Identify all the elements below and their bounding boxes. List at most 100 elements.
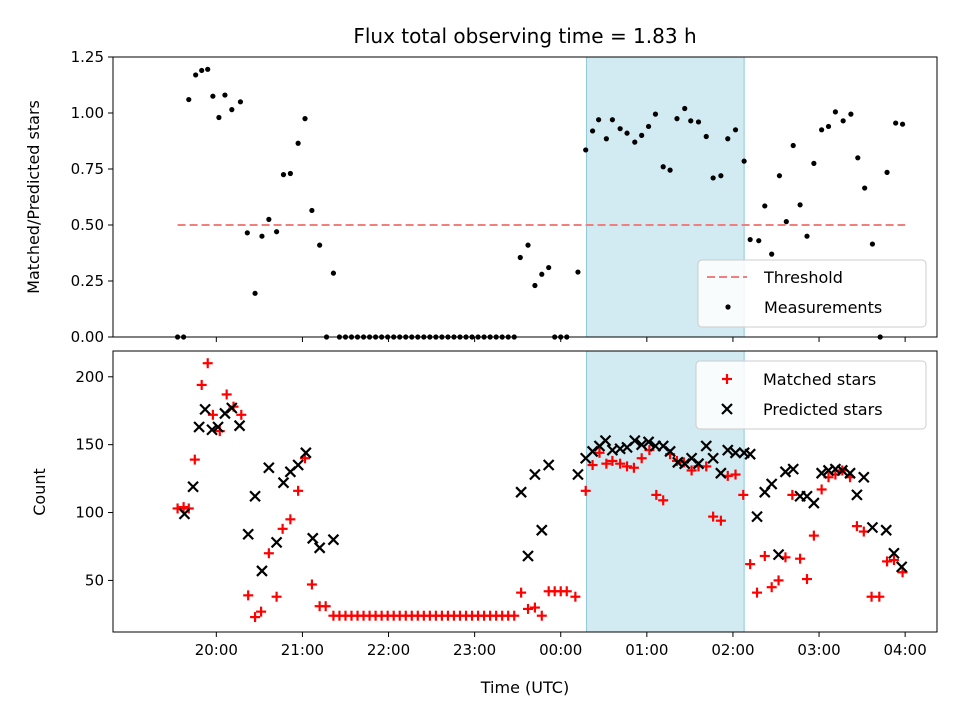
predicted-star-point — [888, 547, 900, 560]
matched-star-point — [745, 559, 756, 570]
predicted-star-mark-b — [515, 486, 527, 498]
x-tick-label: 02:00 — [711, 641, 754, 659]
predicted-star-point — [536, 524, 548, 536]
measurement-point — [229, 107, 235, 113]
predicted-star-mark-b — [522, 550, 534, 562]
x-tick-label: 22:00 — [367, 641, 410, 659]
y-tick-label: 100 — [75, 504, 104, 522]
predicted-star-point — [808, 497, 820, 509]
predicted-star-point — [836, 464, 849, 477]
predicted-star-mark-b — [292, 459, 304, 471]
predicted-star-point — [256, 565, 268, 577]
measurement-point — [682, 105, 688, 112]
bottom-y-axis-label: Count — [30, 468, 49, 516]
measurement-point — [259, 233, 265, 239]
predicted-star-mark-b — [542, 459, 555, 471]
matched-star-point — [172, 503, 183, 514]
predicted-star-point — [522, 550, 534, 562]
predicted-star-mark-b — [635, 438, 648, 451]
predicted-star-mark-b — [685, 452, 698, 465]
matched-star-point — [874, 591, 885, 602]
predicted-star-mark-b — [256, 565, 268, 577]
predicted-star-point — [249, 490, 261, 503]
legend-box — [695, 360, 927, 430]
predicted-star-mark-b — [815, 467, 828, 479]
predicted-star-point — [765, 478, 778, 490]
predicted-star-point — [306, 532, 319, 545]
x-tick-label: 04:00 — [884, 641, 927, 659]
matched-star-point — [250, 612, 261, 623]
predicted-star-point — [642, 436, 655, 448]
predicted-star-point — [880, 524, 892, 536]
legend-box — [697, 259, 927, 328]
measurement-point — [667, 167, 673, 173]
predicted-star-mark-b — [313, 542, 326, 554]
matched-star-point — [607, 455, 618, 466]
predicted-star-point — [529, 468, 541, 481]
x-tick-label: 00:00 — [539, 641, 582, 659]
predicted-star-mark-b — [226, 402, 238, 414]
matched-star-point — [202, 358, 213, 369]
predicted-star-mark-b — [614, 442, 626, 455]
matched-star-point — [888, 555, 899, 566]
matched-star-point — [570, 591, 581, 602]
measurement-point — [596, 117, 602, 123]
predicted-star-point — [292, 459, 304, 471]
count-panel: 20:00 21:00 22:00 23:00 00:00 01:00 02:00 03:00… — [75, 350, 938, 659]
predicted-star-point — [715, 467, 727, 479]
predicted-star-point — [629, 434, 641, 447]
measurement-point — [869, 241, 876, 247]
matched-star-point — [277, 523, 288, 534]
x-tick-label: 03:00 — [797, 641, 840, 659]
predicted-star-point — [700, 440, 713, 452]
predicted-star-point — [779, 466, 792, 478]
matched-star-point — [622, 461, 633, 472]
predicted-star-point — [327, 533, 340, 546]
predicted-star-mark-b — [642, 436, 655, 448]
predicted-star-mark-b — [772, 548, 785, 561]
predicted-star-point — [542, 459, 555, 471]
predicted-star-mark-b — [277, 476, 290, 489]
measurement-point — [575, 269, 581, 275]
matched-star-point — [236, 409, 247, 420]
measurement-point — [769, 251, 775, 257]
measurement-point — [660, 164, 666, 170]
matched-star-point — [816, 484, 827, 495]
predicted-star-mark-b — [715, 467, 727, 479]
predicted-star-point — [206, 423, 218, 436]
measurement-point — [832, 109, 838, 115]
measurement-point — [295, 140, 301, 146]
matched-star-point — [529, 602, 540, 613]
predicted-star-mark-b — [249, 490, 261, 503]
matched-star-point — [686, 465, 697, 476]
predicted-star-point — [707, 452, 719, 465]
count-panel-frame — [112, 350, 938, 633]
measurement-point — [855, 155, 861, 161]
predicted-star-mark-b — [844, 467, 856, 479]
predicted-star-point — [635, 438, 648, 451]
predicted-star-mark-b — [212, 421, 224, 433]
predicted-star-mark-b — [866, 521, 879, 534]
predicted-star-point — [313, 542, 326, 554]
x-tick-label: 01:00 — [625, 641, 668, 659]
measurement-point — [756, 238, 762, 244]
predicted-star-point — [515, 486, 527, 498]
predicted-star-point — [300, 447, 312, 459]
matched-star-point — [243, 590, 254, 601]
y-tick-label: 1.25 — [71, 48, 104, 66]
legend-threshold-label: Threshold — [763, 268, 843, 287]
legend-predicted-label: Predicted stars — [763, 400, 883, 419]
measurement-point — [273, 229, 280, 235]
matched-star-point — [561, 586, 572, 597]
y-tick-label: 0.25 — [71, 272, 104, 290]
predicted-star-mark-b — [629, 434, 641, 447]
measurement-point — [205, 66, 211, 72]
measurement-point — [603, 136, 609, 142]
matched-star-point — [615, 458, 626, 469]
predicted-star-point — [664, 445, 676, 458]
chart-title: Flux total observing time = 1.83 h — [353, 24, 696, 48]
x-axis-label: Time (UTC) — [480, 678, 569, 697]
predicted-star-mark-b — [787, 463, 799, 475]
measurement-point — [193, 72, 199, 78]
predicted-star-mark-b — [536, 524, 548, 536]
